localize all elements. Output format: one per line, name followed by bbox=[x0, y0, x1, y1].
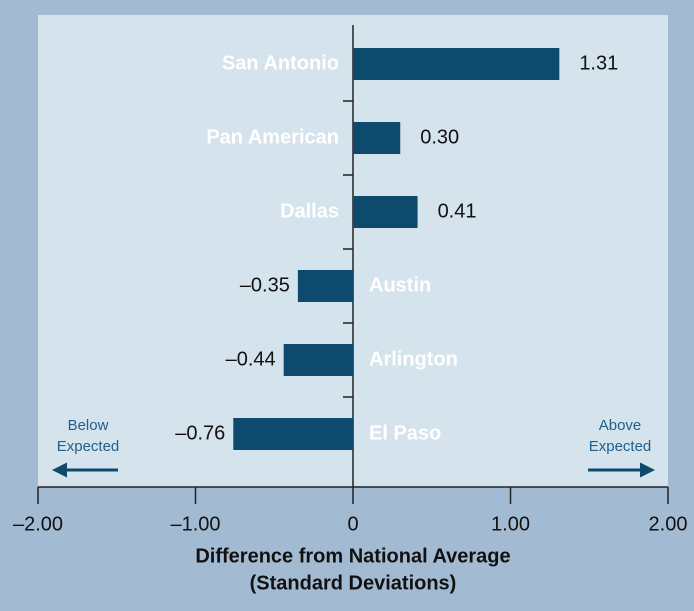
x-axis-label: (Standard Deviations) bbox=[250, 572, 457, 594]
category-label: El Paso bbox=[369, 422, 441, 444]
value-label: –0.76 bbox=[175, 422, 225, 444]
annotation: Expected bbox=[57, 438, 120, 455]
bar bbox=[297, 270, 353, 302]
category-label: Arlington bbox=[369, 348, 458, 370]
x-tick-label: 1.00 bbox=[491, 513, 530, 535]
x-tick-label: 2.00 bbox=[649, 513, 688, 535]
category-label: Dallas bbox=[280, 200, 339, 222]
category-label: Pan American bbox=[206, 126, 339, 148]
annotation: Expected bbox=[589, 438, 652, 455]
bar bbox=[353, 122, 401, 154]
value-label: –0.44 bbox=[226, 348, 276, 370]
x-tick-label: –2.00 bbox=[13, 513, 63, 535]
bar bbox=[353, 48, 560, 80]
annotation: Below bbox=[68, 417, 109, 434]
category-label: San Antonio bbox=[222, 52, 339, 74]
x-axis-label: Difference from National Average bbox=[195, 545, 510, 567]
category-label: Austin bbox=[369, 274, 431, 296]
value-label: 0.41 bbox=[438, 200, 477, 222]
bar bbox=[233, 418, 353, 450]
value-label: 1.31 bbox=[579, 52, 618, 74]
bar bbox=[353, 196, 418, 228]
x-tick-label: 0 bbox=[347, 513, 358, 535]
x-tick-label: –1.00 bbox=[170, 513, 220, 535]
value-label: 0.30 bbox=[420, 126, 459, 148]
annotation: Above bbox=[599, 417, 642, 434]
value-label: –0.35 bbox=[240, 274, 290, 296]
bar bbox=[283, 344, 353, 376]
